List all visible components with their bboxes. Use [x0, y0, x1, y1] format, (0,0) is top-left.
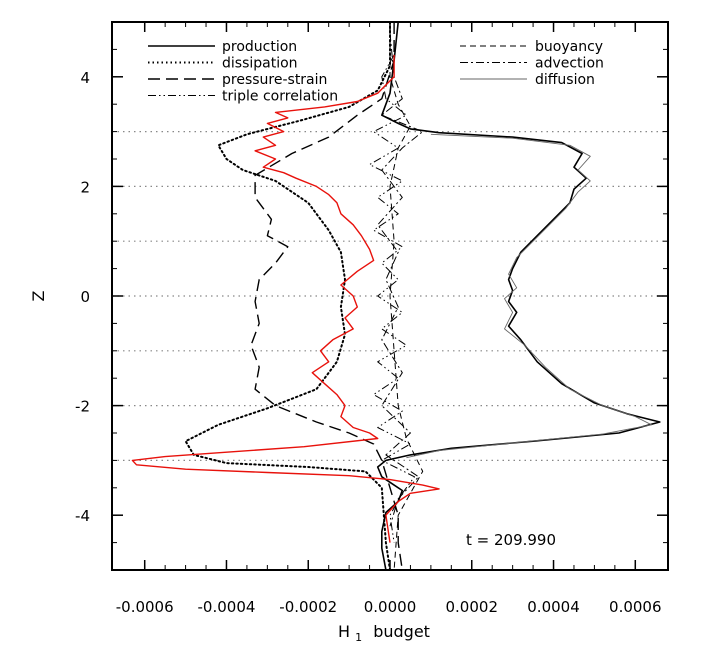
series-pressure-strain: [250, 22, 403, 571]
x-axis-title: H 1 budget: [338, 622, 430, 645]
y-axis-title: Z: [29, 290, 48, 301]
series-dissipation: [184, 21, 391, 571]
legend-label-dissipation: dissipation: [222, 56, 298, 72]
legend-label-pressure-strain: pressure-strain: [222, 72, 327, 88]
series-buoyancy: [389, 22, 424, 571]
y-tick-label: 0: [80, 288, 90, 306]
legend-label-advection: advection: [535, 56, 604, 72]
series-production: [376, 21, 661, 571]
series-layer: [131, 21, 661, 571]
legend-label-buoyancy: buoyancy: [535, 39, 603, 55]
x-axis-title-tail: budget: [373, 622, 430, 641]
time-annotation: t = 209.990: [466, 531, 556, 549]
x-tick-label: -0.0006: [116, 598, 174, 616]
x-tick-label: -0.0002: [279, 598, 337, 616]
y-tick-label: -2: [75, 398, 90, 416]
x-tick-label: 0.0002: [446, 598, 499, 616]
legend-label-triple-correlation: triple correlation: [222, 89, 338, 105]
legend-label-diffusion: diffusion: [535, 72, 595, 88]
legend-layer: productiondissipationpressure-straintrip…: [148, 39, 604, 105]
y-tick-label: -4: [75, 507, 90, 525]
x-axis-title-sub: 1: [355, 631, 362, 644]
series-red: [131, 54, 440, 543]
x-tick-label: -0.0004: [198, 598, 256, 616]
x-tick-label: 0.0004: [527, 598, 580, 616]
y-tick-label: 4: [80, 69, 90, 87]
y-tick-label: 2: [80, 178, 90, 196]
x-tick-label: 0.0000: [364, 598, 417, 616]
x-axis-title-main: H: [338, 622, 350, 641]
grid-layer: [112, 131, 668, 461]
x-tick-label: 0.0006: [609, 598, 662, 616]
series-advection: [377, 32, 424, 527]
series-diffusion: [406, 133, 653, 459]
ticks-layer: -0.0006 -0.0004 -0.0002 0.0000 0.0002 0.0004 0…: [75, 21, 668, 616]
legend-label-production: production: [222, 39, 297, 55]
series-triple-correlation: [369, 54, 415, 543]
